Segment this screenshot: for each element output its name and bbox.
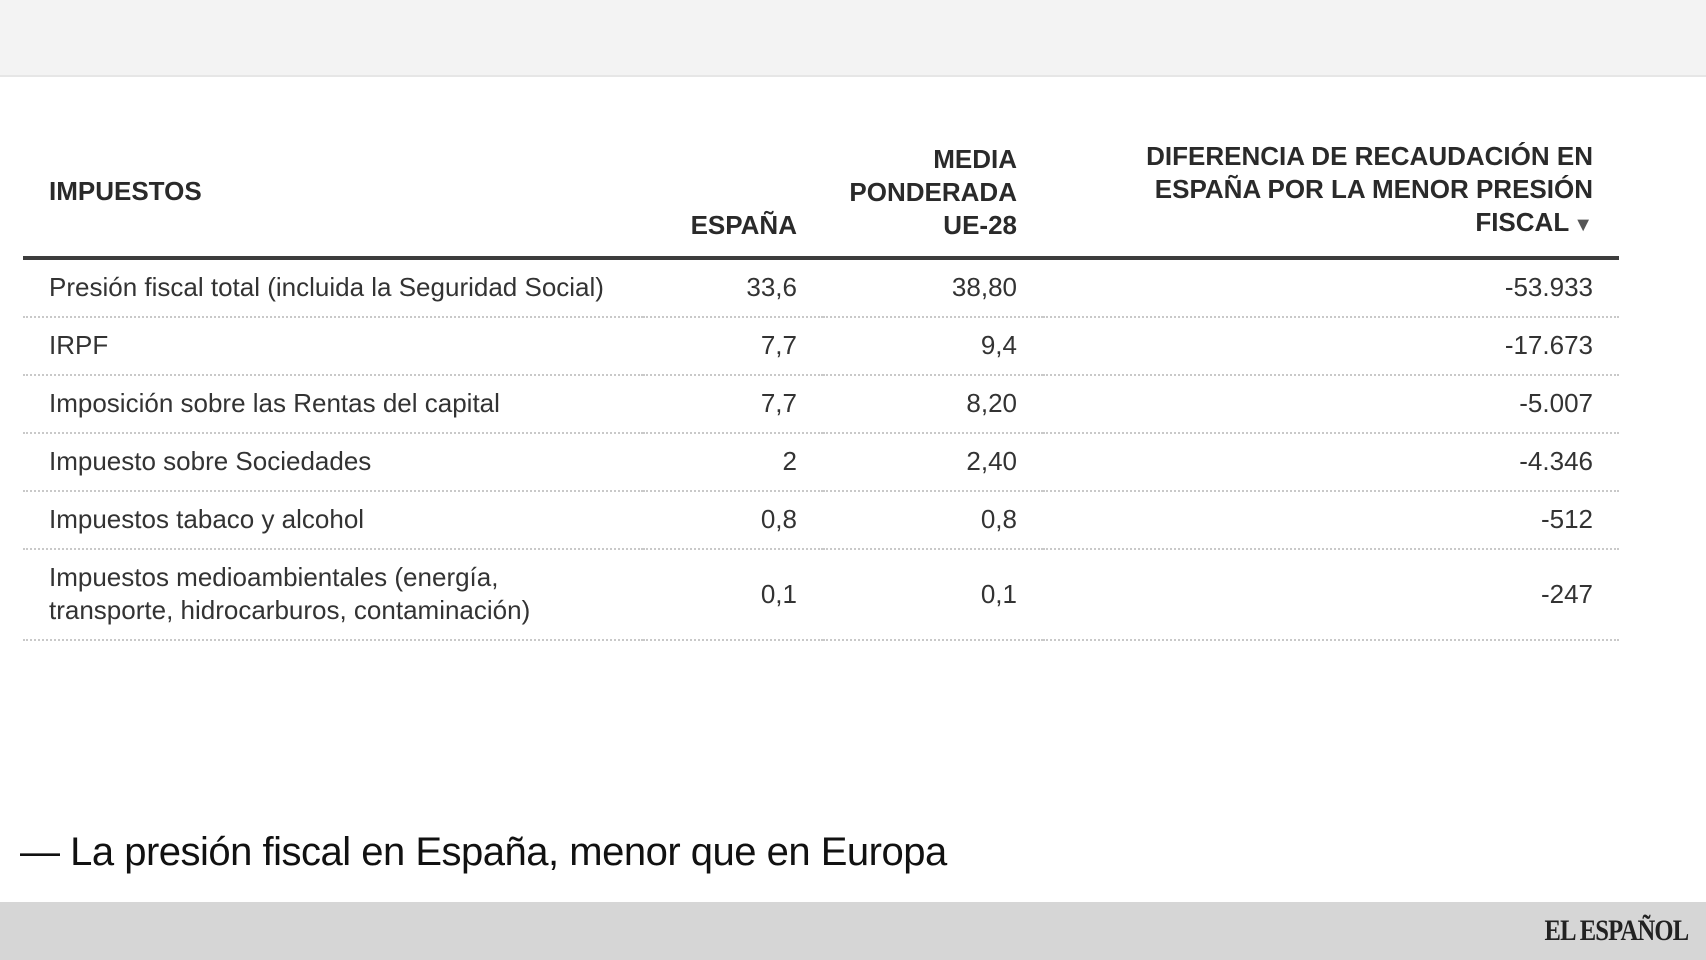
cell-impuesto: Impuestos tabaco y alcohol — [23, 491, 643, 550]
column-header-media-ue28-label: MEDIA PONDERADA UE-28 — [849, 144, 1017, 240]
table-row: IRPF 7,7 9,4 -17.673 — [23, 317, 1619, 376]
cell-impuesto: Impuesto sobre Sociedades — [23, 433, 643, 492]
cell-diferencia: -53.933 — [1043, 258, 1619, 318]
cell-diferencia: -512 — [1043, 491, 1619, 550]
cell-espana: 33,6 — [643, 258, 823, 318]
column-header-media-ue28[interactable]: MEDIA PONDERADA UE-28 — [823, 140, 1043, 260]
sort-descending-icon[interactable]: ▼ — [1573, 214, 1593, 236]
cell-media-ue28: 38,80 — [823, 258, 1043, 318]
cell-media-ue28: 0,8 — [823, 491, 1043, 550]
cell-media-ue28: 9,4 — [823, 317, 1043, 376]
brand-logo[interactable]: EL ESPAÑOL — [1544, 914, 1689, 947]
table-row: Presión fiscal total (incluida la Seguri… — [23, 258, 1619, 318]
header-row: IMPUESTOS ESPAÑA MEDIA PONDERADA UE-28 D… — [23, 140, 1619, 260]
cell-diferencia: -4.346 — [1043, 433, 1619, 492]
cell-diferencia: -247 — [1043, 549, 1619, 641]
cell-media-ue28: 0,1 — [823, 549, 1043, 641]
column-header-espana[interactable]: ESPAÑA — [643, 140, 823, 260]
cell-impuesto: Presión fiscal total (incluida la Seguri… — [23, 258, 643, 318]
cell-espana: 0,8 — [643, 491, 823, 550]
cell-diferencia: -5.007 — [1043, 375, 1619, 434]
table-row: Impuesto sobre Sociedades 2 2,40 -4.346 — [23, 433, 1619, 492]
column-header-impuestos[interactable]: IMPUESTOS — [23, 140, 643, 260]
column-header-diferencia[interactable]: DIFERENCIA DE RECAUDACIÓN EN ESPAÑA POR … — [1043, 140, 1619, 260]
cell-diferencia: -17.673 — [1043, 317, 1619, 376]
cell-espana: 0,1 — [643, 549, 823, 641]
footer-title: — La presión fiscal en España, menor que… — [20, 830, 947, 874]
table-row: Impuestos medioambientales (energía, tra… — [23, 549, 1619, 641]
column-header-diferencia-label: DIFERENCIA DE RECAUDACIÓN EN ESPAÑA POR … — [1146, 141, 1593, 237]
cell-media-ue28: 2,40 — [823, 433, 1043, 492]
table-row: Imposición sobre las Rentas del capital 7… — [23, 375, 1619, 434]
cell-espana: 7,7 — [643, 375, 823, 434]
tax-comparison-table: IMPUESTOS ESPAÑA MEDIA PONDERADA UE-28 D… — [23, 140, 1619, 641]
cell-impuesto: Impuestos medioambientales (energía, tra… — [23, 549, 643, 641]
cell-espana: 2 — [643, 433, 823, 492]
cell-media-ue28: 8,20 — [823, 375, 1043, 434]
cell-impuesto: IRPF — [23, 317, 643, 376]
table-row: Impuestos tabaco y alcohol 0,8 0,8 -512 — [23, 491, 1619, 550]
cell-impuesto: Imposición sobre las Rentas del capital — [23, 375, 643, 434]
top-strip — [0, 0, 1706, 77]
bottom-bar: EL ESPAÑOL — [0, 902, 1706, 960]
table-body: Presión fiscal total (incluida la Seguri… — [23, 258, 1619, 641]
cell-espana: 7,7 — [643, 317, 823, 376]
